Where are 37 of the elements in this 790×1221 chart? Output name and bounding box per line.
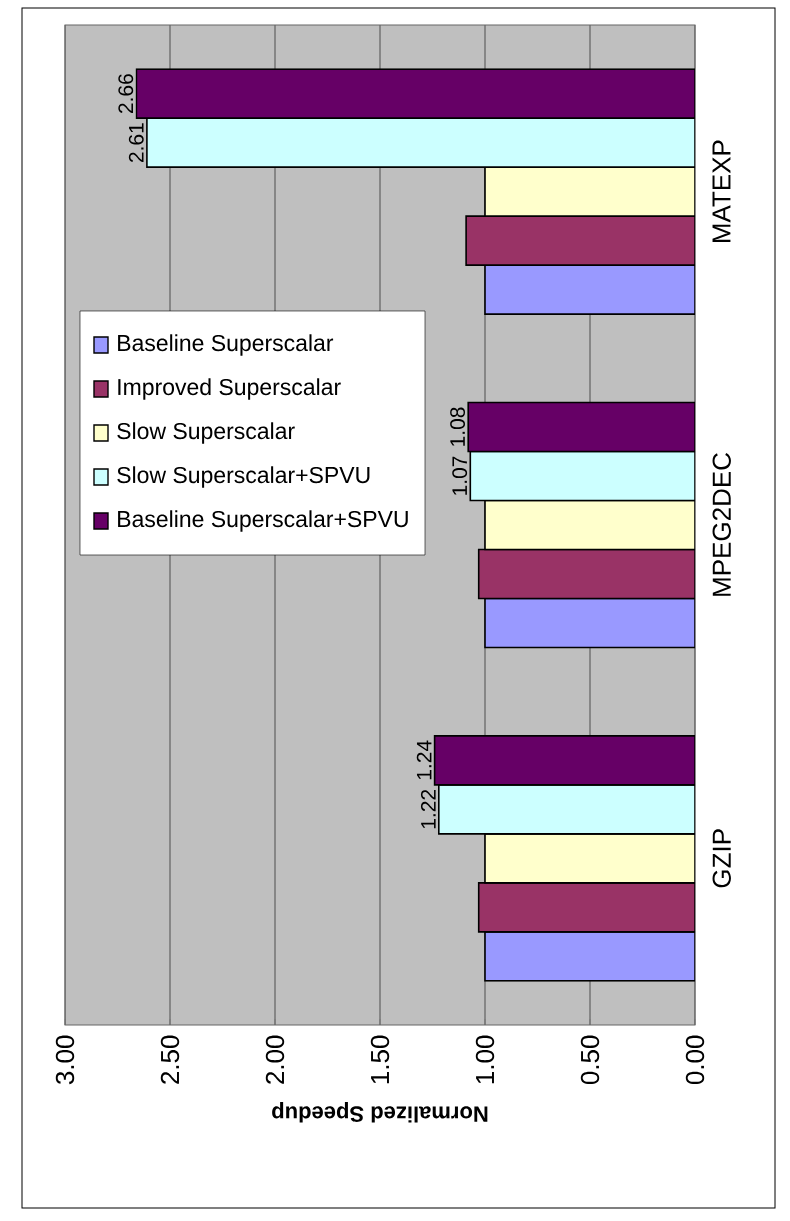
x-tick-label: 1.00: [475, 1035, 495, 1084]
bar: [433, 735, 696, 786]
bar: [484, 264, 696, 315]
y-tick-label: MATEXP: [712, 140, 731, 243]
legend-label: Slow Superscalar: [117, 422, 295, 444]
bar: [135, 68, 696, 119]
bar: [477, 548, 696, 600]
x-tick-label: 2.00: [265, 1035, 285, 1084]
bar: [465, 215, 696, 266]
bar: [484, 597, 696, 649]
x-tick-label: 0.50: [580, 1035, 600, 1085]
x-tick-label: 3.00: [55, 1035, 75, 1085]
x-tick-label: 0.00: [685, 1035, 705, 1085]
data-label: 1.07: [452, 456, 468, 495]
bar: [467, 401, 696, 453]
data-label: 1.22: [420, 789, 436, 829]
y-tick-label: MPEG2DEC: [712, 453, 731, 596]
bar: [484, 166, 696, 217]
data-label: 2.61: [128, 123, 144, 163]
bar: [469, 450, 696, 502]
y-tick-label: GZIP: [712, 829, 731, 888]
legend-label: Baseline Superscalar+SPVU: [118, 510, 408, 532]
x-axis-title: Normalized Speedup: [272, 1102, 488, 1123]
legend-label: Slow Superscalar+SPVU: [117, 466, 370, 488]
bar: [484, 499, 696, 551]
legend-label: Improved Superscalar: [118, 378, 341, 400]
bar: [484, 931, 696, 982]
legend-label: Baseline Superscalar: [118, 334, 334, 356]
data-label: 2.66: [118, 74, 134, 114]
bar: [146, 117, 696, 168]
bar: [477, 882, 696, 933]
data-label: 1.08: [450, 407, 466, 446]
bar: [484, 833, 696, 884]
bar: [438, 784, 696, 835]
data-label: 1.24: [416, 740, 432, 780]
x-tick-label: 1.50: [370, 1035, 390, 1084]
x-tick-label: 2.50: [160, 1035, 180, 1084]
